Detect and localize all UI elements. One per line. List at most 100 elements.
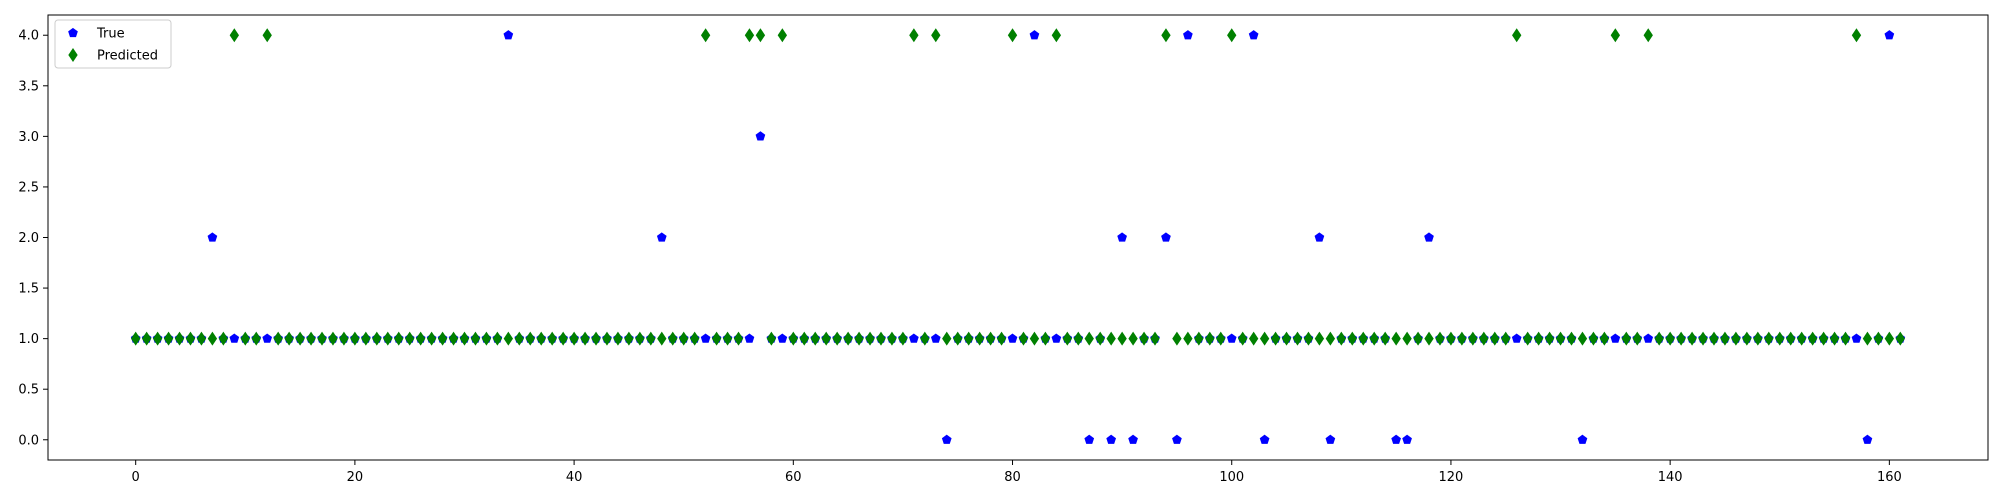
data-point-predicted: [646, 331, 656, 346]
data-point-predicted: [1062, 331, 1073, 346]
data-point-predicted: [1522, 331, 1533, 346]
data-point-predicted: [306, 331, 316, 346]
data-point-predicted: [174, 331, 185, 346]
data-point-true: [1161, 232, 1171, 242]
data-point-predicted: [1512, 28, 1522, 43]
data-point-predicted: [437, 331, 448, 346]
data-point-true: [262, 333, 273, 343]
data-point-predicted: [722, 331, 733, 346]
data-point-predicted: [1764, 331, 1774, 346]
data-point-true: [1577, 434, 1588, 444]
data-point-true: [1884, 30, 1895, 40]
data-point-predicted: [1314, 331, 1325, 346]
data-point-predicted: [1533, 331, 1544, 346]
data-point-predicted: [1731, 331, 1741, 346]
y-tick-label: 2.0: [18, 231, 39, 246]
y-tick-label: 4.0: [18, 29, 39, 44]
data-point-predicted: [1128, 331, 1138, 346]
data-point-predicted: [1501, 331, 1511, 346]
data-point-predicted: [240, 331, 250, 346]
data-point-predicted: [569, 331, 579, 346]
data-point-true: [1851, 333, 1862, 343]
data-point-predicted: [547, 331, 557, 346]
data-point-predicted: [1851, 28, 1862, 43]
data-point-predicted: [218, 331, 229, 346]
data-point-predicted: [985, 331, 996, 346]
data-point-true: [503, 30, 514, 40]
data-point-predicted: [711, 331, 722, 346]
series-layer: [130, 28, 1906, 444]
legend: True Predicted: [54, 19, 172, 69]
data-point-true: [1183, 30, 1193, 40]
data-point-predicted: [1347, 331, 1357, 346]
data-point-predicted: [953, 331, 963, 346]
data-point-predicted: [1786, 331, 1796, 346]
data-point-predicted: [810, 331, 820, 346]
data-point-predicted: [1150, 331, 1160, 346]
data-point-predicted: [1303, 331, 1314, 346]
data-point-true: [1325, 434, 1336, 444]
legend-box: [54, 19, 172, 69]
data-point-true: [1259, 434, 1270, 444]
data-point-predicted: [1270, 331, 1281, 346]
data-point-predicted: [689, 331, 700, 346]
data-point-predicted: [1073, 331, 1083, 346]
data-point-predicted: [1895, 331, 1905, 346]
data-point-true: [207, 232, 218, 242]
data-point-predicted: [1490, 331, 1500, 346]
data-point-predicted: [1621, 331, 1631, 346]
data-point-predicted: [865, 331, 875, 346]
data-point-predicted: [1095, 331, 1105, 346]
data-point-predicted: [931, 28, 941, 43]
data-point-predicted: [207, 331, 218, 346]
data-point-predicted: [1796, 331, 1807, 346]
data-point-true: [1172, 434, 1182, 444]
data-point-predicted: [1829, 331, 1840, 346]
data-point-predicted: [1566, 331, 1577, 346]
data-point-predicted: [185, 331, 196, 346]
data-point-predicted: [1380, 331, 1390, 346]
data-point-predicted: [876, 331, 886, 346]
data-point-predicted: [1435, 331, 1445, 346]
data-point-predicted: [1029, 331, 1040, 346]
data-point-predicted: [1599, 331, 1610, 346]
legend-marker-predicted: [68, 47, 78, 63]
y-tick-label: 3.0: [18, 130, 39, 145]
data-point-predicted: [229, 28, 240, 43]
data-point-predicted: [141, 331, 152, 346]
data-point-predicted: [1391, 331, 1401, 346]
data-point-predicted: [514, 331, 524, 346]
data-point-predicted: [1139, 331, 1149, 346]
data-point-predicted: [1325, 331, 1336, 346]
y-tick-label: 3.5: [18, 79, 39, 94]
data-point-predicted: [1468, 331, 1478, 346]
data-point-predicted: [295, 331, 305, 346]
data-point-predicted: [766, 331, 777, 346]
data-point-predicted: [1742, 331, 1752, 346]
data-point-predicted: [635, 331, 645, 346]
data-point-predicted: [1117, 331, 1127, 346]
data-point-predicted: [426, 331, 437, 346]
x-tick-label: 120: [1439, 470, 1464, 485]
series-predicted: [131, 28, 1905, 346]
legend-marker-true: [68, 27, 78, 38]
x-tick-label: 80: [1004, 470, 1021, 485]
data-point-predicted: [700, 28, 711, 43]
data-point-true: [744, 333, 755, 343]
data-point-predicted: [821, 331, 831, 346]
data-point-true: [700, 333, 711, 343]
data-point-predicted: [843, 331, 853, 346]
data-point-predicted: [1862, 331, 1873, 346]
data-point-predicted: [558, 331, 568, 346]
x-tick-label: 160: [1877, 470, 1902, 485]
data-point-predicted: [1807, 331, 1818, 346]
x-tick-label: 0: [132, 470, 140, 485]
data-point-predicted: [996, 331, 1007, 346]
data-point-predicted: [1753, 331, 1763, 346]
data-point-predicted: [974, 331, 985, 346]
data-point-predicted: [273, 331, 283, 346]
data-point-predicted: [1873, 331, 1884, 346]
data-point-predicted: [1676, 331, 1686, 346]
data-point-predicted: [777, 28, 788, 43]
